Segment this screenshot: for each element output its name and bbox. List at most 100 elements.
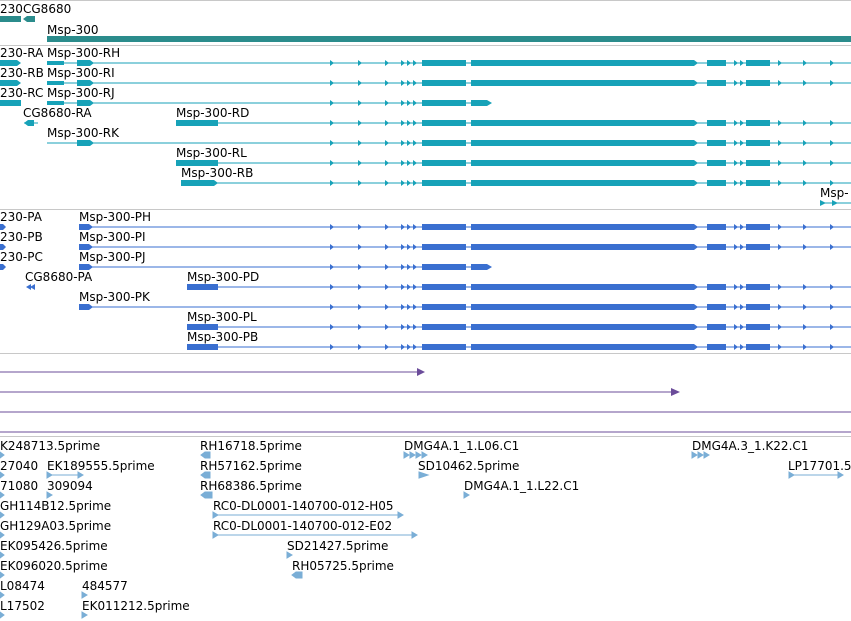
est-label[interactable]: 27040: [0, 459, 39, 473]
est-label[interactable]: SD10462.5prime: [418, 459, 520, 473]
est-feature[interactable]: [81, 611, 88, 619]
est-feature[interactable]: [46, 471, 84, 479]
protein-msp-300-pl[interactable]: [0, 323, 851, 331]
protein-label[interactable]: 230-PC: [0, 250, 43, 264]
est-label[interactable]: GH114B12.5prime: [0, 499, 112, 513]
protein-feature[interactable]: [0, 223, 851, 231]
est-label[interactable]: EK095426.5prime: [0, 539, 108, 553]
est-label[interactable]: RC0-DL0001-140700-012-E02: [213, 519, 393, 533]
est-feature[interactable]: [463, 491, 470, 499]
est-feature[interactable]: [418, 471, 430, 479]
transcript-label[interactable]: Msp-: [820, 186, 849, 200]
est-feature[interactable]: [691, 451, 710, 459]
protein-cg8680-pa[interactable]: [0, 283, 851, 291]
est-feature[interactable]: [0, 491, 5, 499]
est-feature[interactable]: [46, 491, 53, 499]
transcript-label[interactable]: Msp-300-RJ: [47, 86, 115, 100]
est-label[interactable]: EK189555.5prime: [47, 459, 155, 473]
est-feature[interactable]: [0, 451, 5, 459]
transcript-label[interactable]: 230-RA: [0, 46, 44, 60]
transcript-cg8680-ra[interactable]: [0, 119, 851, 127]
est-feature[interactable]: [0, 551, 5, 559]
est-label[interactable]: EK096020.5prime: [0, 559, 108, 573]
est-feature[interactable]: [0, 611, 5, 619]
est-feature[interactable]: [286, 551, 293, 559]
protein-msp-300-pi[interactable]: [0, 243, 851, 251]
est-feature[interactable]: [291, 571, 303, 579]
gene-feature-msp-300[interactable]: [0, 35, 851, 43]
transcript-label[interactable]: Msp-300-RB: [181, 166, 254, 180]
gene-feature-230[interactable]: [0, 14, 851, 24]
transcript-msp-300-rj[interactable]: [0, 99, 851, 107]
transcript-label[interactable]: Msp-300-RK: [47, 126, 119, 140]
est-label[interactable]: L08474: [0, 579, 45, 593]
est-label[interactable]: 309094: [47, 479, 93, 493]
protein-label[interactable]: Msp-300-PJ: [79, 250, 146, 264]
gene-label[interactable]: 230: [0, 2, 23, 16]
transcript-msp-300-rk[interactable]: [0, 139, 851, 147]
transcript-msp-300-rb[interactable]: [0, 179, 851, 187]
est-feature[interactable]: [0, 571, 5, 579]
transcript-label[interactable]: CG8680-RA: [23, 106, 92, 120]
transcript-label[interactable]: 230-RB: [0, 66, 44, 80]
est-label[interactable]: RC0-DL0001-140700-012-H05: [213, 499, 394, 513]
est-feature[interactable]: [0, 591, 5, 599]
transcript-msp-300-rl[interactable]: [0, 159, 851, 167]
est-label[interactable]: K248713.5prime: [0, 439, 101, 453]
protein-label[interactable]: Msp-300-PB: [187, 330, 259, 344]
transcript-label[interactable]: Msp-300-RL: [176, 146, 247, 160]
est-label[interactable]: RH16718.5prime: [200, 439, 302, 453]
transcript-label[interactable]: Msp-300-RI: [47, 66, 115, 80]
est-label[interactable]: L17502: [0, 599, 45, 613]
est-label[interactable]: DMG4A.1_1.L06.C1: [404, 439, 520, 453]
gene-label[interactable]: CG8680: [23, 2, 72, 16]
protein-label[interactable]: Msp-300-PI: [79, 230, 146, 244]
est-label[interactable]: RH68386.5prime: [200, 479, 302, 493]
est-feature[interactable]: [0, 531, 5, 539]
protein-label[interactable]: CG8680-PA: [25, 270, 93, 284]
transcript-label[interactable]: Msp-300-RD: [176, 106, 250, 120]
est-feature[interactable]: [403, 451, 428, 459]
est-feature[interactable]: [200, 471, 211, 479]
est-feature[interactable]: [81, 591, 88, 599]
protein-msp-300-ph[interactable]: [0, 223, 851, 231]
protein-label[interactable]: 230-PB: [0, 230, 43, 244]
transcript-feature[interactable]: [0, 59, 851, 67]
est-label[interactable]: 484577: [82, 579, 128, 593]
alignment-feature[interactable]: [0, 368, 425, 376]
est-label[interactable]: LP17701.5: [788, 459, 851, 473]
protein-label[interactable]: Msp-300-PD: [187, 270, 260, 284]
est-label[interactable]: 71080: [0, 479, 39, 493]
est-feature[interactable]: [788, 471, 844, 479]
transcript-msp-300-ri[interactable]: [0, 79, 851, 87]
protein-feature[interactable]: [0, 243, 851, 251]
est-label[interactable]: RH57162.5prime: [200, 459, 302, 473]
est-feature[interactable]: [212, 511, 404, 519]
protein-feature[interactable]: [0, 263, 851, 271]
est-feature[interactable]: [0, 511, 5, 519]
est-label[interactable]: SD21427.5prime: [287, 539, 389, 553]
est-feature[interactable]: [0, 471, 5, 479]
protein-msp-300-pj[interactable]: [0, 263, 851, 271]
transcript-label[interactable]: 230-RC: [0, 86, 44, 100]
transcript-feature[interactable]: [0, 99, 851, 107]
alignment-feature[interactable]: [0, 388, 680, 396]
est-label[interactable]: GH129A03.5prime: [0, 519, 112, 533]
transcript-msp-300-rh[interactable]: [0, 59, 851, 67]
est-label[interactable]: DMG4A.3_1.K22.C1: [692, 439, 809, 453]
protein-label[interactable]: Msp-300-PH: [79, 210, 152, 224]
protein-label[interactable]: Msp-300-PL: [187, 310, 257, 324]
gene-feature-cg8680[interactable]: [0, 14, 851, 24]
protein-msp-300-pd[interactable]: [0, 283, 851, 291]
est-label[interactable]: DMG4A.1_1.L22.C1: [464, 479, 580, 493]
est-feature[interactable]: [200, 491, 213, 499]
protein-label[interactable]: 230-PA: [0, 210, 42, 224]
est-feature[interactable]: [212, 531, 418, 539]
transcript-msp-partial[interactable]: [0, 199, 851, 207]
est-label[interactable]: EK011212.5prime: [82, 599, 190, 613]
est-feature[interactable]: [200, 451, 211, 459]
transcript-msp-300-rd[interactable]: [0, 119, 851, 127]
protein-msp-300-pk[interactable]: [0, 303, 851, 311]
gene-label[interactable]: Msp-300: [47, 23, 99, 37]
protein-label[interactable]: Msp-300-PK: [79, 290, 150, 304]
